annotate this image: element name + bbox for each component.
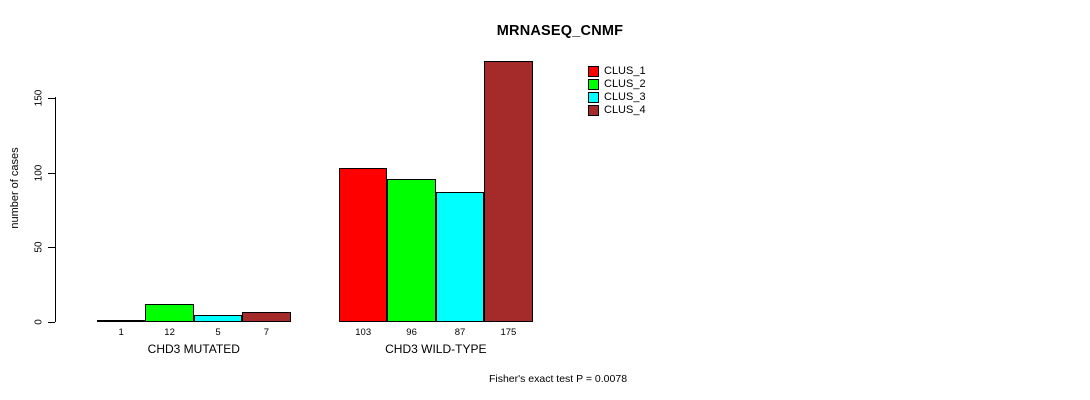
legend-item-clus-4: CLUS_4: [588, 104, 646, 117]
legend: CLUS_1 CLUS_2 CLUS_3 CLUS_4: [588, 65, 646, 117]
y-axis: [55, 97, 56, 322]
legend-label: CLUS_2: [604, 78, 646, 90]
bar-value-label: 103: [355, 327, 372, 338]
bar-clus_4-chd3-wild-type: [484, 61, 533, 322]
annotation-fisher-test: Fisher's exact test P = 0.0078: [488, 373, 628, 385]
y-axis-tick: [48, 172, 55, 174]
bar-value-label: 1: [118, 327, 124, 338]
bar-value-label: 7: [263, 327, 270, 338]
legend-label: CLUS_4: [604, 104, 646, 116]
y-axis-tick-label: 50: [33, 241, 45, 253]
bar-clus_4-chd3-mutated: [242, 312, 291, 322]
legend-swatch-clus-4: [588, 105, 599, 116]
x-category-label: CHD3 WILD-TYPE: [385, 342, 487, 356]
y-axis-tick: [48, 322, 55, 323]
chart-title: MRNASEQ_CNMF: [496, 23, 624, 39]
bar-value-label: 12: [164, 327, 175, 338]
y-axis-label: number of cases: [9, 147, 21, 229]
bar-value-label: 87: [454, 327, 466, 338]
bar-value-label: 96: [406, 327, 417, 338]
bar-clus_2-chd3-mutated: [145, 304, 194, 322]
bar-value-label: 175: [500, 327, 517, 338]
legend-swatch-clus-2: [588, 79, 599, 90]
bar-value-label: 5: [215, 327, 221, 338]
bar-clus_2-chd3-wild-type: [387, 179, 436, 322]
bar-clus_1-chd3-mutated: [97, 320, 146, 322]
bar-clus_3-chd3-mutated: [193, 315, 243, 322]
x-category-label: CHD3 MUTATED: [147, 342, 240, 356]
y-axis-tick-label: 100: [33, 164, 45, 181]
legend-item-clus-2: CLUS_2: [588, 78, 646, 91]
y-axis-tick: [48, 247, 55, 249]
legend-swatch-clus-3: [588, 92, 599, 103]
legend-swatch-clus-1: [588, 66, 599, 77]
y-axis-tick-label: 150: [33, 89, 45, 107]
legend-label: CLUS_1: [604, 65, 646, 77]
y-axis-tick-label: 0: [33, 319, 45, 325]
legend-item-clus-3: CLUS_3: [588, 91, 646, 104]
bar-clus_3-chd3-wild-type: [435, 192, 485, 322]
legend-label: CLUS_3: [604, 91, 646, 103]
bar-clus_1-chd3-wild-type: [339, 168, 388, 322]
y-axis-tick: [48, 98, 55, 99]
legend-item-clus-1: CLUS_1: [588, 65, 646, 78]
